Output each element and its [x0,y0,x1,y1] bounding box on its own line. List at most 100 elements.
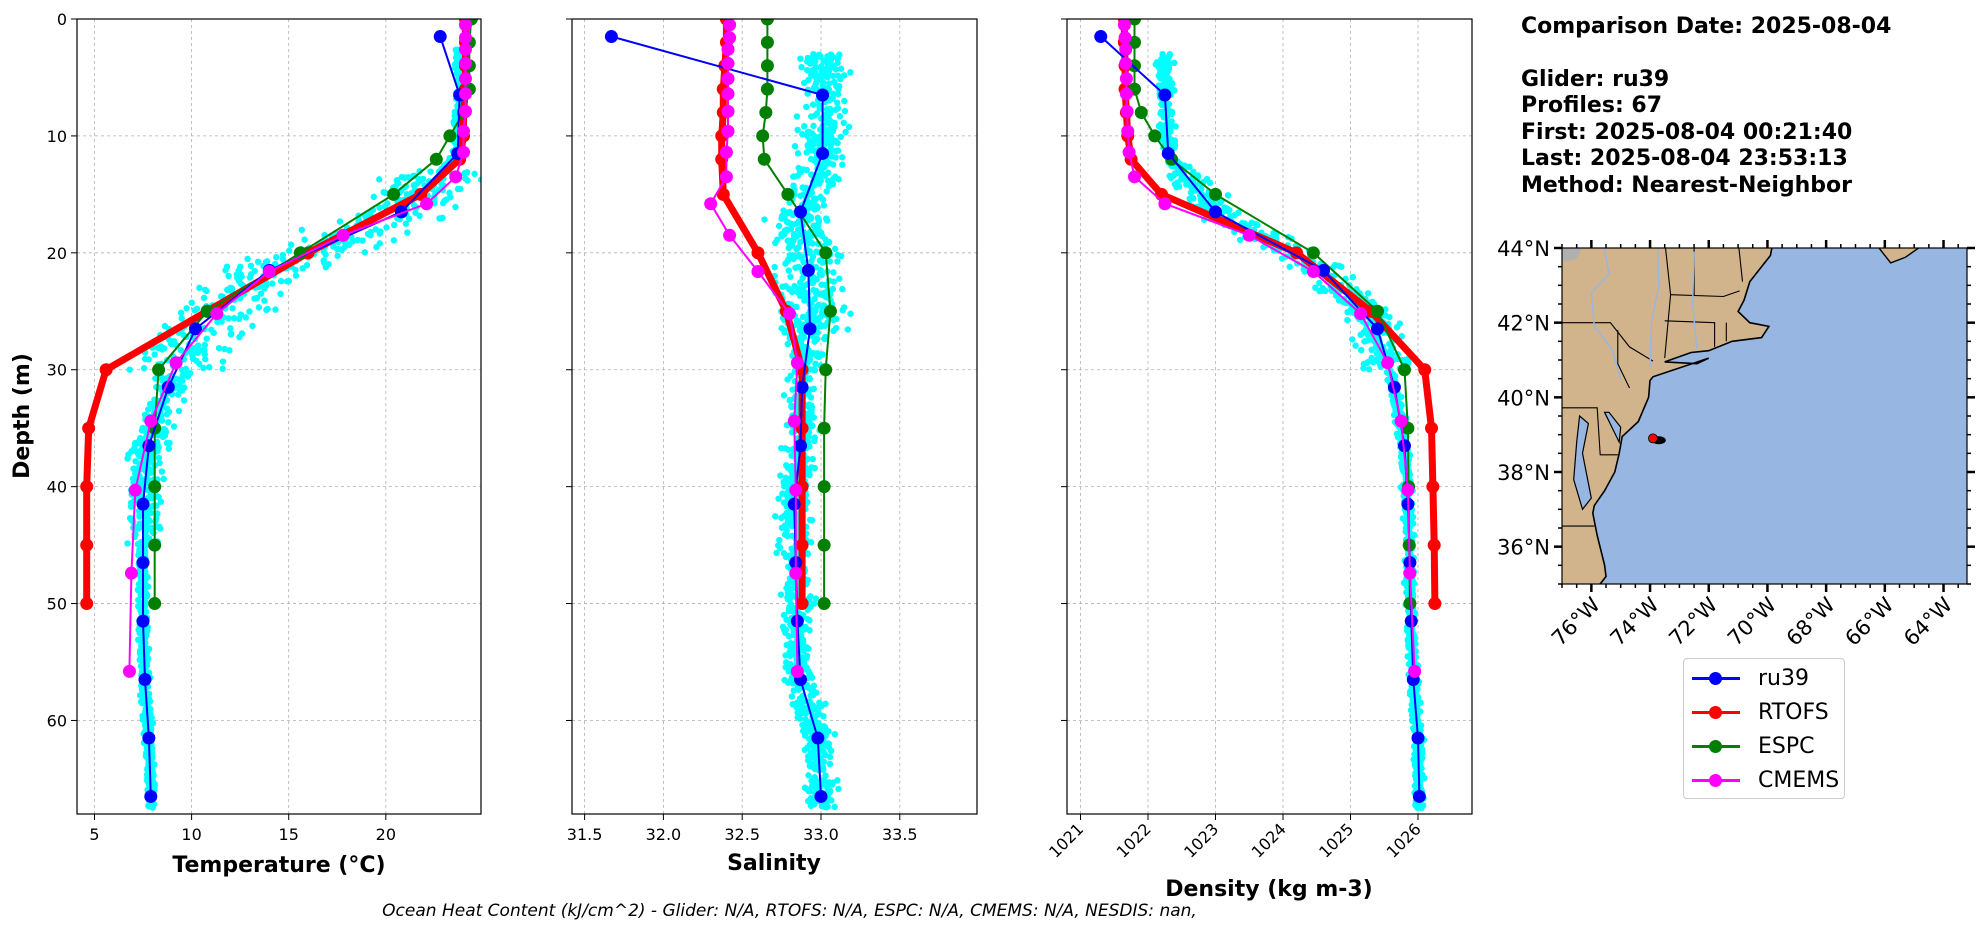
scatter-point [217,293,225,300]
scatter-point [811,464,819,472]
scatter-point [820,743,827,750]
data-point-espc [200,304,214,318]
scatter-point [809,455,816,463]
scatter-point [791,143,799,150]
scatter-point [821,289,828,297]
scatter-point [794,126,801,134]
river [1691,251,1698,349]
scatter-point [189,352,196,359]
scatter-point [163,439,171,447]
scatter-point [219,365,226,372]
scatter-point [155,454,163,462]
scatter-point [1344,316,1351,324]
y-tick-label: 60 [47,711,67,730]
scatter-point [778,212,786,220]
x-tick-label: 20 [376,825,396,844]
scatter-point [784,340,791,348]
scatter-point [826,258,833,265]
scatter-point [772,239,779,247]
scatter-point [1373,350,1381,357]
scatter-point [811,437,818,445]
legend-label: RTOFS [1758,699,1829,725]
scatter-point [1312,284,1319,291]
scatter-point [815,721,823,728]
legend-line-rtofs [1692,705,1740,719]
x-tick-label: 5 [89,825,99,844]
scatter-point [1224,192,1232,199]
scatter-point [438,181,445,188]
x-tick-label: 33.0 [803,825,839,844]
data-point-cmems [721,56,735,70]
scatter-point [789,473,796,480]
scatter-point [787,510,794,518]
data-point-ru39 [604,30,618,44]
scatter-point [811,206,818,213]
scatter-point [1369,298,1376,306]
scatter-point [790,628,797,635]
scatter-point [330,243,337,250]
x-tick-label: 10 [181,825,201,844]
scatter-point [809,130,816,137]
data-point-rtofs [1426,480,1440,494]
map-lat-label: 38°N [1497,461,1550,485]
y-axis-label: Depth (m) [10,353,35,479]
scatter-point [794,714,801,721]
scatter-point [837,133,845,141]
scatter-point [777,591,785,598]
scatter-point [830,779,837,786]
data-point-ru39 [142,731,156,745]
scatter-point [383,224,390,231]
scatter-point [292,272,300,279]
comparison-date: Comparison Date: 2025-08-04 [1521,14,1892,39]
scatter-point [784,679,792,686]
scatter-point [457,185,464,193]
scatter-point [783,641,790,649]
scatter-point [1172,123,1179,130]
scatter-point [416,212,423,220]
scatter-point [839,161,846,168]
data-point-cmems [719,145,733,159]
scatter-point [803,103,810,111]
scatter-point [806,375,813,382]
scatter-point [834,104,842,112]
scatter-point [786,579,794,586]
scatter-point [1159,50,1166,58]
y-tick-label: 10 [47,127,67,146]
map-lon-label: 72°W [1664,592,1722,650]
scatter-point [813,287,820,295]
data-point-espc [1134,106,1148,120]
scatter-point [788,403,795,411]
scatter-point [292,266,299,274]
data-point-cmems [1242,228,1256,242]
axes-frame [76,18,482,815]
data-point-ru39 [795,380,809,394]
data-point-cmems [704,197,718,211]
data-point-espc [817,597,831,611]
scatter-point [1174,167,1181,175]
scatter-point [205,363,213,371]
chesapeake-bay [1573,414,1592,511]
scatter-point [847,69,854,76]
scatter-point [320,248,327,255]
scatter-point [788,693,796,700]
scatter-point [786,397,793,404]
data-point-ru39 [816,88,830,102]
scatter-point [404,229,411,236]
scatter-point [816,141,823,149]
scatter-point [833,315,840,323]
data-point-cmems [1119,56,1133,70]
data-point-ru39 [1371,322,1384,336]
scatter-point [279,251,287,259]
x-tick-label: 1026 [1383,819,1425,861]
scatter-point [202,355,209,363]
scatter-point [277,277,285,285]
scatter-point [797,55,804,62]
scatter-point [798,696,805,703]
scatter-point [834,139,841,147]
scatter-point [831,119,838,127]
data-point-cmems [721,72,735,86]
scatter-point [812,222,820,230]
scatter-point [818,308,826,316]
data-point-cmems [787,414,801,428]
data-point-cmems [782,307,796,321]
